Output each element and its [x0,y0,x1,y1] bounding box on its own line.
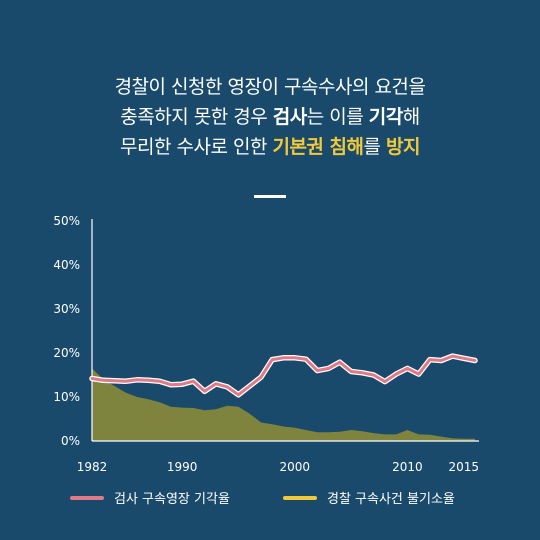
y-tick-label: 50% [53,214,80,228]
legend-item-dismissal-rate: 검사 구속영장 기각율 [70,488,230,507]
x-tick-label: 2000 [279,460,310,474]
series-line-outline [89,353,478,398]
title-divider [254,195,286,198]
series-line-dismissal-rate [90,354,477,397]
headline-line-3: 무리한 수사로 인한 기본권 침해를 방지 [0,132,540,162]
headline-text: 경찰이 신청한 영장이 구속수사의 요건을 [114,76,426,98]
series-area-non-prosecution-rate [92,368,475,441]
legend-swatch-line [70,495,104,500]
headline-text: 충족하지 못한 경우 [120,106,273,128]
headline-text: 를 [363,136,387,158]
chart-legend: 검사 구속영장 기각율 경찰 구속사건 불기소율 [0,488,540,512]
headline-highlight-prevention: 방지 [386,136,420,158]
x-tick-label: 2010 [392,460,423,474]
y-tick-label: 30% [53,302,80,316]
legend-item-non-prosecution-rate: 경찰 구속사건 불기소율 [283,488,455,507]
y-tick-label: 0% [61,434,80,448]
x-tick-label: 1982 [77,460,108,474]
x-tick-label: 1990 [167,460,198,474]
rate-chart: 0% 10% 20% 30% 40% 50% 1982 1990 2000 2010 2015 [53,214,479,474]
headline-line-1: 경찰이 신청한 영장이 구속수사의 요건을 [0,72,540,102]
headline-text: 무리한 수사로 인한 [120,136,273,158]
headline-emphasis-dismissal: 기각 [368,106,403,128]
legend-label-dismissal-rate: 검사 구속영장 기각율 [114,492,230,507]
headline: 경찰이 신청한 영장이 구속수사의 요건을 충족하지 못한 경우 검사는 이를 … [0,72,540,162]
x-tick-label: 2015 [448,460,479,474]
legend-label-non-prosecution-rate: 경찰 구속사건 불기소율 [327,492,455,507]
headline-line-2: 충족하지 못한 경우 검사는 이를 기각해 [0,102,540,132]
headline-text: 해 [402,106,420,128]
y-tick-label: 40% [53,258,80,272]
y-tick-label: 20% [53,346,80,360]
y-tick-label: 10% [53,390,80,404]
headline-emphasis-prosecutor: 검사 [272,106,307,128]
legend-swatch-area [283,495,317,500]
headline-text: 는 이를 [306,106,369,128]
headline-highlight-rights: 기본권 침해 [272,136,364,158]
